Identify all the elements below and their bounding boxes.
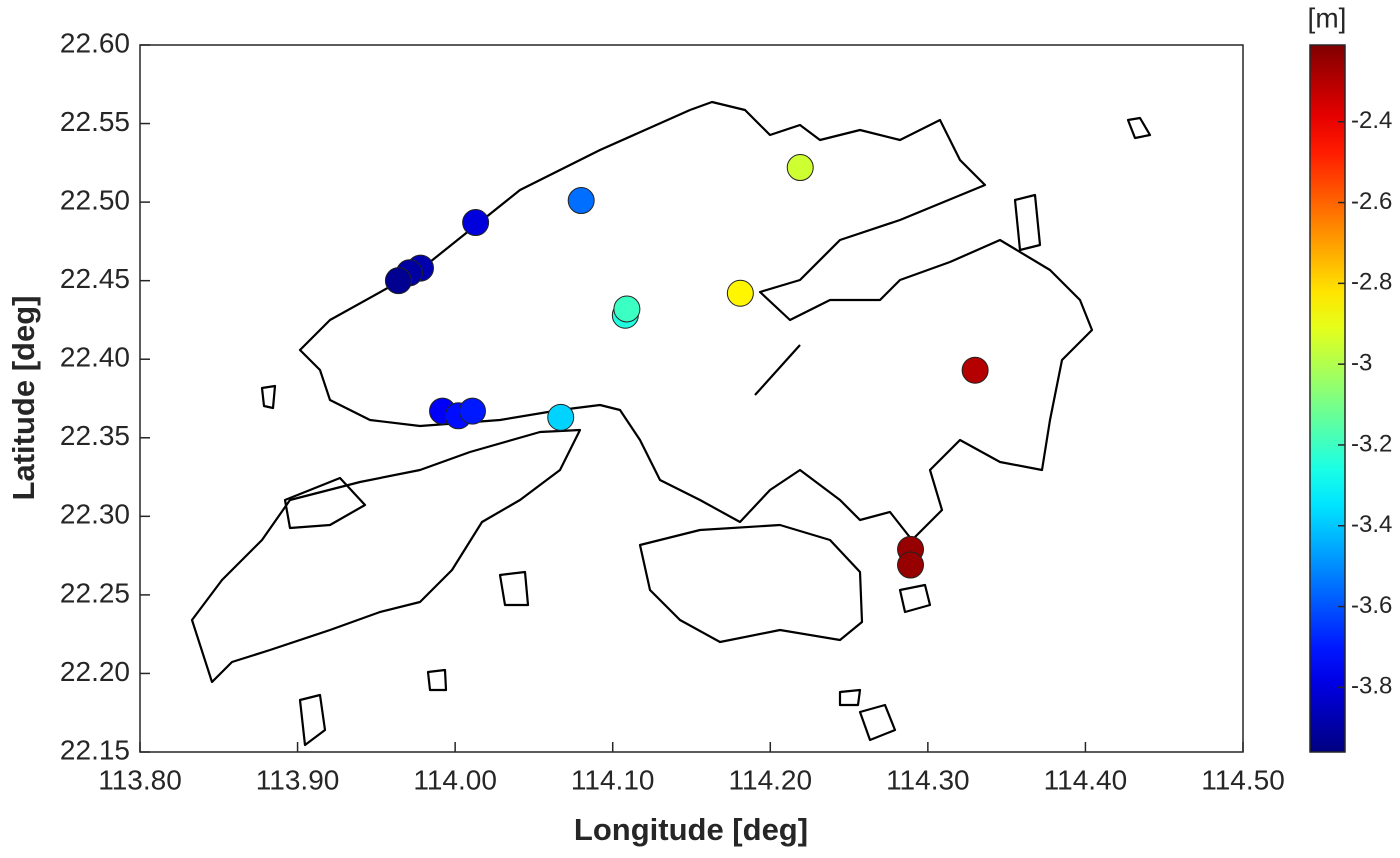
x-tick-label: 114.00: [413, 764, 497, 795]
y-tick-label: 22.35: [60, 420, 130, 451]
station-point: [786, 154, 814, 182]
y-tick-label: 22.50: [60, 185, 130, 216]
x-tick-label: 114.50: [1201, 764, 1285, 795]
x-tick-label: 113.90: [256, 764, 340, 795]
y-tick-label: 22.60: [60, 27, 130, 58]
y-tick-label: 22.45: [60, 263, 130, 294]
x-axis-title: Longitude [deg]: [574, 812, 808, 847]
x-tick-label: 114.10: [571, 764, 655, 795]
colorbar: [1309, 44, 1346, 753]
colorbar-tick-label: -3.2: [1351, 430, 1392, 457]
x-tick-label: 113.80: [98, 764, 182, 795]
plot-frame: [139, 44, 1244, 753]
station-point: [613, 295, 641, 323]
colorbar-tick-label: -3: [1351, 350, 1372, 377]
station-point: [458, 397, 486, 425]
colorbar-tick-label: -3.8: [1351, 673, 1392, 700]
station-point: [961, 356, 989, 384]
y-tick-label: 22.25: [60, 577, 130, 608]
station-point: [547, 403, 575, 431]
x-tick-label: 114.20: [729, 764, 813, 795]
y-tick-label: 22.40: [60, 342, 130, 373]
colorbar-tick-label: -2.8: [1351, 269, 1392, 296]
y-tick-label: 22.55: [60, 106, 130, 137]
y-tick-label: 22.20: [60, 656, 130, 687]
x-tick-label: 114.30: [886, 764, 970, 795]
station-point: [567, 187, 595, 215]
station-point: [897, 551, 925, 579]
station-point: [726, 279, 754, 307]
station-point: [462, 209, 490, 237]
y-axis-title: Latitude [deg]: [6, 296, 41, 501]
colorbar-tick-label: -2.6: [1351, 188, 1392, 215]
coastline: [190, 100, 1152, 747]
colorbar-tick-label: -2.4: [1351, 107, 1392, 134]
x-tick-label: 114.40: [1044, 764, 1128, 795]
colorbar-label: [m]: [1308, 2, 1347, 33]
colorbar-tick-label: -3.4: [1351, 511, 1392, 538]
y-tick-label: 22.30: [60, 499, 130, 530]
station-point: [384, 267, 412, 295]
y-tick-label: 22.15: [60, 734, 130, 765]
colorbar-tick-label: -3.6: [1351, 592, 1392, 619]
